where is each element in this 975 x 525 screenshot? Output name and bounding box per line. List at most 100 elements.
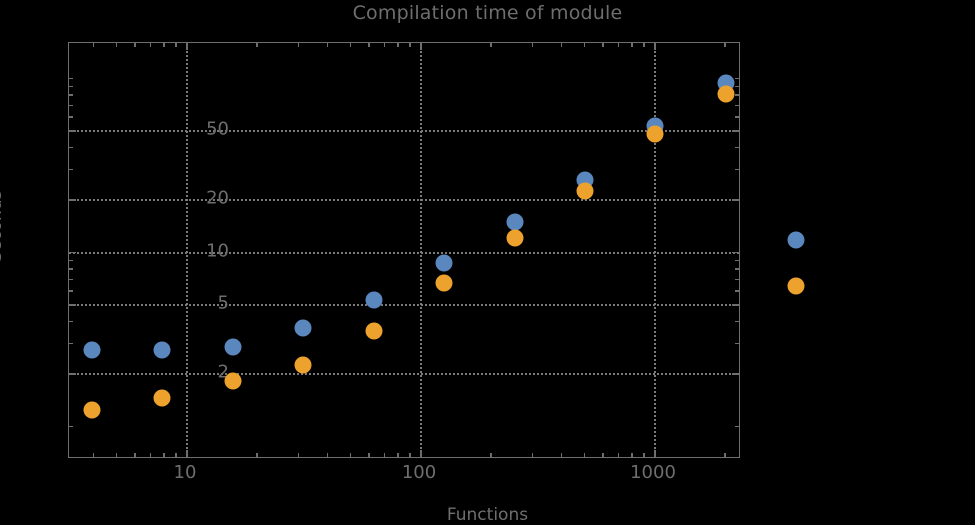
axis-tick [397, 43, 399, 47]
axis-tick [69, 146, 73, 149]
axis-tick [583, 453, 586, 457]
data-point [224, 372, 242, 390]
axis-tick [69, 373, 76, 375]
axis-tick [256, 43, 258, 47]
data-point [646, 125, 664, 143]
axis-tick [631, 453, 633, 457]
axis-tick [297, 453, 300, 457]
axis-tick [69, 304, 76, 306]
chart-title: Compilation time of module [352, 2, 623, 24]
y-tick-label: 20 [206, 187, 229, 209]
axis-tick [420, 43, 422, 50]
axis-tick [643, 453, 645, 457]
axis-tick [531, 43, 534, 47]
axis-tick [735, 259, 739, 262]
gridline-vertical [654, 43, 656, 457]
axis-tick [490, 453, 492, 457]
axis-tick [69, 168, 73, 171]
data-point [83, 401, 101, 419]
data-point [224, 338, 242, 356]
axis-tick [560, 453, 563, 457]
axis-tick [69, 94, 73, 96]
data-point [153, 389, 171, 407]
axis-tick [175, 43, 177, 47]
axis-tick [69, 278, 73, 281]
axis-tick [115, 453, 118, 457]
axis-tick [735, 116, 739, 118]
axis-tick [69, 425, 73, 428]
axis-tick [631, 43, 633, 47]
x-axis-title: Functions [446, 505, 529, 525]
y-axis-title: Seconds [0, 190, 6, 262]
axis-tick [368, 43, 370, 47]
axis-tick [69, 199, 76, 201]
axis-tick [326, 453, 329, 457]
axis-tick [149, 453, 152, 457]
axis-tick [735, 342, 739, 345]
y-tick-label: 10 [206, 240, 229, 262]
x-tick-label: 100 [401, 462, 437, 483]
data-point [787, 231, 805, 249]
axis-tick [732, 304, 739, 306]
axis-tick [69, 342, 73, 345]
axis-tick [69, 104, 73, 107]
gridline-horizontal [69, 373, 739, 376]
axis-tick [735, 168, 739, 171]
y-tick-label: 2 [217, 361, 229, 383]
axis-tick [69, 85, 73, 88]
axis-tick [92, 453, 95, 457]
axis-tick [69, 259, 73, 262]
axis-tick [186, 43, 188, 50]
data-point [576, 182, 594, 200]
axis-tick [654, 43, 656, 50]
axis-tick [583, 43, 586, 47]
data-point [506, 229, 524, 247]
gridline-horizontal [69, 199, 739, 202]
axis-tick [397, 453, 399, 457]
axis-tick [735, 85, 739, 88]
axis-tick [69, 116, 73, 118]
y-tick-label: 5 [217, 292, 229, 314]
y-tick-label: 50 [206, 118, 229, 140]
axis-tick [732, 199, 739, 201]
axis-tick [602, 453, 604, 457]
gridline-horizontal [69, 130, 739, 132]
data-point [365, 322, 383, 340]
data-point [294, 319, 312, 337]
axis-tick [490, 43, 492, 47]
axis-tick [349, 43, 352, 47]
axis-tick [735, 268, 739, 270]
gridline-vertical [420, 43, 422, 457]
axis-tick [724, 43, 726, 47]
axis-tick [602, 43, 604, 47]
data-point [506, 213, 524, 231]
data-point [717, 85, 735, 103]
axis-tick [732, 130, 739, 132]
axis-tick [163, 453, 165, 457]
data-point [435, 254, 453, 272]
axis-tick [69, 251, 76, 254]
x-tick-label: 1000 [630, 462, 676, 483]
axis-tick [115, 43, 118, 47]
axis-tick [256, 453, 258, 457]
axis-tick [735, 77, 739, 80]
axis-tick [69, 130, 76, 132]
axis-tick [531, 453, 534, 457]
axis-tick [735, 146, 739, 149]
axis-tick [69, 268, 73, 270]
data-point [787, 277, 805, 295]
axis-tick [654, 450, 656, 457]
axis-tick [420, 450, 422, 457]
axis-tick [735, 320, 739, 323]
axis-tick [735, 94, 739, 96]
axis-tick [349, 453, 352, 457]
axis-tick [383, 43, 386, 47]
axis-tick [134, 43, 136, 47]
data-point [435, 274, 453, 292]
axis-tick [69, 290, 73, 292]
axis-tick [617, 43, 620, 47]
axis-tick [163, 43, 165, 47]
axis-tick [409, 43, 411, 47]
gridline-vertical [186, 43, 188, 457]
